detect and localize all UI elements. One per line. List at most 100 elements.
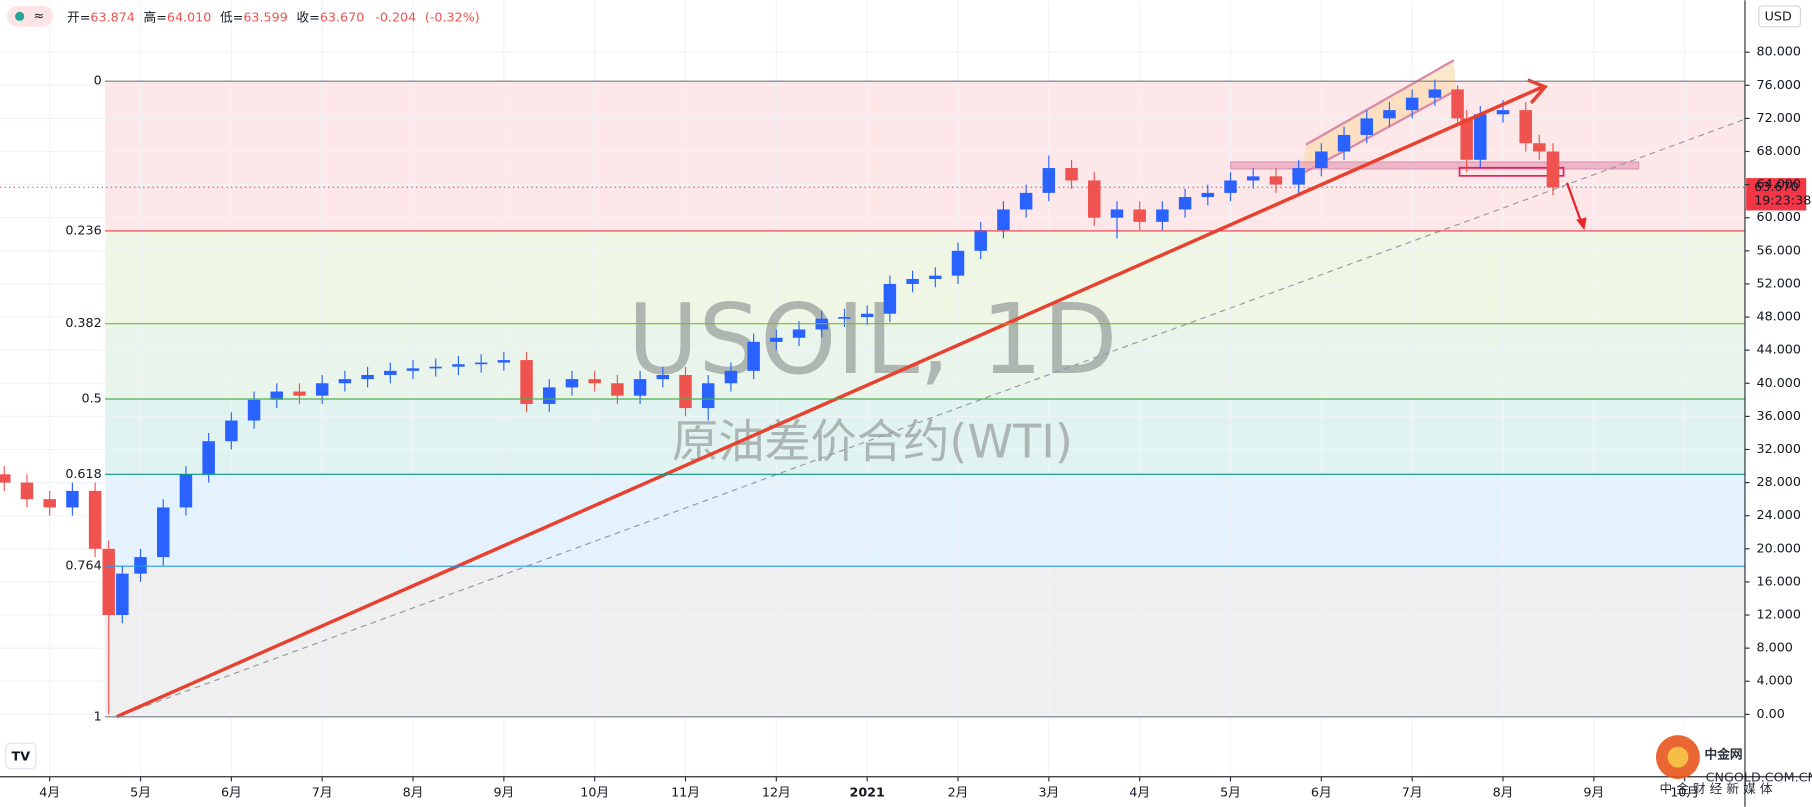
fib-zone	[105, 230, 1745, 324]
y-tick-label: 64.000	[1757, 176, 1801, 191]
y-tick-label: 44.000	[1757, 342, 1801, 357]
candle-body	[66, 490, 79, 508]
y-tick-label: 40.000	[1757, 375, 1801, 390]
candle-body	[1428, 89, 1442, 98]
candle-body	[1156, 209, 1169, 222]
candle-body	[247, 399, 261, 421]
candle-body	[43, 499, 56, 508]
y-tick-label: 36.000	[1757, 408, 1801, 423]
watermark-name: 原油差价合约(WTI)	[672, 415, 1073, 469]
x-tick-label: 8月	[403, 784, 424, 799]
countdown: 19:23:38	[1754, 193, 1811, 208]
last-price-label: 63.670	[1754, 179, 1798, 194]
currency[interactable]: USD	[1765, 8, 1792, 23]
candle-body	[406, 368, 420, 371]
candle-body	[974, 230, 987, 251]
candle-body	[134, 557, 147, 574]
fib-zones	[105, 81, 1745, 717]
candle-body	[1315, 151, 1328, 169]
channel-line	[1301, 89, 1457, 175]
y-tick-label: 52.000	[1757, 275, 1801, 290]
ohlc-label: 低=	[220, 9, 243, 24]
last-price-box	[1746, 178, 1807, 211]
logo-domain: CNGOLD.COM.CN	[1706, 769, 1812, 784]
x-tick-label: 5月	[130, 784, 151, 799]
arrow-down	[1565, 182, 1584, 225]
candle-body	[384, 370, 397, 375]
drawings-top	[116, 78, 1587, 719]
candle-body	[951, 250, 965, 276]
change: -0.204	[375, 9, 416, 24]
y-tick-label: 56.000	[1757, 242, 1801, 257]
candle-body	[679, 374, 692, 409]
candle-body	[1088, 180, 1101, 218]
trend-line	[116, 85, 1544, 719]
candle-body	[588, 379, 601, 384]
fib-label: 0.382	[65, 315, 101, 330]
x-tick-label: 6月	[1311, 784, 1332, 799]
ohlc-value: 64.010	[167, 9, 211, 24]
status-pill	[6, 5, 54, 27]
fib-label: 0.764	[65, 558, 101, 573]
candle-body	[1474, 114, 1487, 160]
logo-mark-inner	[1667, 746, 1689, 768]
candle-body	[724, 370, 738, 384]
x-tick-label: 9月	[493, 784, 514, 799]
fib-zone	[105, 474, 1745, 567]
y-tick-label: 4.000	[1757, 673, 1793, 688]
candle-body	[361, 374, 374, 380]
candle-body	[1110, 209, 1124, 218]
candle-body	[611, 383, 624, 396]
y-tick-label: 68.000	[1757, 143, 1801, 158]
arrow-head	[1527, 78, 1548, 105]
ohlc-value: 63.670	[320, 9, 364, 24]
candle-body	[1496, 110, 1510, 115]
candle-body	[1519, 110, 1532, 144]
y-tick-label: 12.000	[1757, 607, 1801, 622]
y-tick-label: 80.000	[1757, 44, 1801, 59]
candle-body	[747, 341, 760, 371]
x-tick-label: 2月	[948, 784, 969, 799]
fib-zone	[105, 566, 1745, 717]
candle-body	[929, 275, 942, 279]
candle-body	[1269, 176, 1283, 185]
ohlc-label: 高=	[144, 9, 167, 24]
candle-body	[792, 329, 806, 338]
y-tick-label: 20.000	[1757, 540, 1801, 555]
ohlc-value: 63.599	[243, 9, 287, 24]
y-tick-label: 72.000	[1757, 110, 1801, 125]
candle-body	[202, 441, 215, 475]
x-tick-label: 3月	[1038, 784, 1059, 799]
ohlc-label: 开=	[67, 9, 90, 24]
fib-label: 0.618	[65, 466, 101, 481]
channel-line	[1305, 59, 1455, 146]
candle-body	[338, 379, 352, 384]
candle-body	[1133, 209, 1146, 222]
candle-body	[1360, 118, 1373, 135]
fib-zone	[105, 398, 1745, 475]
trend-line-dashed	[116, 118, 1746, 718]
x-tick-label: 7月	[1402, 784, 1423, 799]
candles	[0, 79, 1560, 715]
candle-body	[474, 362, 488, 365]
candle-body	[1065, 168, 1078, 181]
fib-label: 0.236	[65, 222, 101, 237]
y-tick-label: 0.00	[1757, 706, 1785, 721]
y-tick-label: 24.000	[1757, 507, 1801, 522]
x-tick-label: 9月	[1583, 784, 1604, 799]
candle-body	[452, 364, 465, 367]
candle-body	[565, 379, 579, 388]
candle-body	[116, 573, 129, 616]
y-tick-label: 32.000	[1757, 441, 1801, 456]
tv-logo: TV	[5, 742, 37, 770]
currency-button[interactable]	[1758, 5, 1802, 28]
candle-body	[1460, 118, 1473, 160]
candle-body	[1201, 192, 1215, 198]
candle-body	[0, 474, 11, 483]
candle-body	[883, 283, 897, 314]
candle-body	[270, 391, 284, 400]
candle-body	[429, 366, 442, 369]
candle-body	[543, 387, 556, 404]
